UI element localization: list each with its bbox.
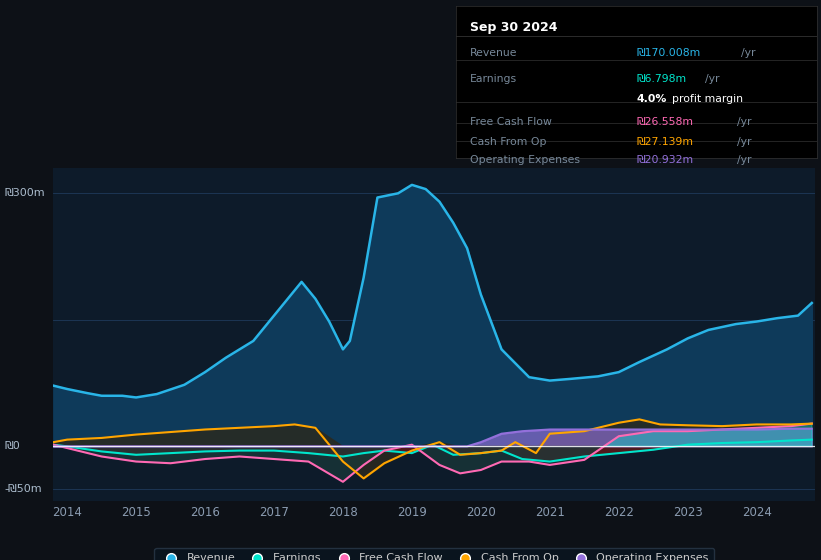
Text: ₪26.558m: ₪26.558m — [636, 117, 693, 127]
Text: 4.0%: 4.0% — [636, 94, 667, 104]
Text: -₪50m: -₪50m — [4, 483, 42, 493]
Text: /yr: /yr — [705, 74, 719, 84]
Text: ₪27.139m: ₪27.139m — [636, 137, 693, 147]
Text: Free Cash Flow: Free Cash Flow — [470, 117, 552, 127]
Text: ₪6.798m: ₪6.798m — [636, 74, 686, 84]
Text: /yr: /yr — [737, 155, 752, 165]
Text: Sep 30 2024: Sep 30 2024 — [470, 21, 557, 34]
Text: Revenue: Revenue — [470, 48, 517, 58]
Text: ₪170.008m: ₪170.008m — [636, 48, 700, 58]
Text: /yr: /yr — [737, 117, 752, 127]
Text: Cash From Op: Cash From Op — [470, 137, 547, 147]
Text: ₪0: ₪0 — [4, 441, 20, 451]
Text: Operating Expenses: Operating Expenses — [470, 155, 580, 165]
Text: profit margin: profit margin — [672, 94, 743, 104]
Text: Earnings: Earnings — [470, 74, 517, 84]
Legend: Revenue, Earnings, Free Cash Flow, Cash From Op, Operating Expenses: Revenue, Earnings, Free Cash Flow, Cash … — [154, 548, 714, 560]
Text: /yr: /yr — [741, 48, 755, 58]
Text: ₪20.932m: ₪20.932m — [636, 155, 694, 165]
Text: /yr: /yr — [737, 137, 752, 147]
Text: ₪300m: ₪300m — [4, 188, 44, 198]
